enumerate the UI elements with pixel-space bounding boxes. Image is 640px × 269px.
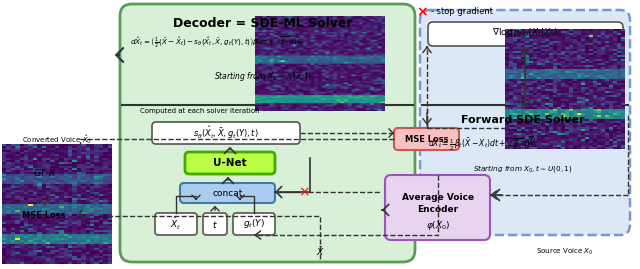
Text: Converted Voice $\hat{X}_0$: Converted Voice $\hat{X}_0$ <box>22 133 92 146</box>
Text: Encoder: Encoder <box>417 206 459 214</box>
Text: $\hat{X}_t$: $\hat{X}_t$ <box>170 216 182 232</box>
Text: Source Voice $X_0$: Source Voice $X_0$ <box>536 247 594 257</box>
Text: Starting from $\hat{X}_1 \sim \mathcal{N}(\bar{X}, \mathbf{I})$: Starting from $\hat{X}_1 \sim \mathcal{N… <box>214 68 312 84</box>
FancyBboxPatch shape <box>185 152 275 174</box>
Text: $s_\theta(\hat{X}_t, \bar{X}, g_t(Y), t)$: $s_\theta(\hat{X}_t, \bar{X}, g_t(Y), t)… <box>193 125 259 141</box>
Text: $\varphi(X_0)$: $\varphi(X_0)$ <box>426 220 451 232</box>
FancyBboxPatch shape <box>10 205 78 227</box>
Text: $\times$: $\times$ <box>298 185 310 199</box>
FancyBboxPatch shape <box>420 10 630 235</box>
FancyBboxPatch shape <box>15 162 75 184</box>
Text: $\nabla \log p_{t|0}(X_t|X_0)$: $\nabla \log p_{t|0}(X_t|X_0)$ <box>492 27 558 41</box>
FancyBboxPatch shape <box>428 22 623 46</box>
FancyBboxPatch shape <box>152 122 300 144</box>
FancyBboxPatch shape <box>120 4 415 262</box>
FancyBboxPatch shape <box>180 183 275 203</box>
Text: $d\hat{X}_t = \left(\frac{1}{2}(\bar{X}-\hat{X}_t) - s_\theta(\hat{X}_t,\bar{X},: $d\hat{X}_t = \left(\frac{1}{2}(\bar{X}-… <box>130 35 305 50</box>
FancyBboxPatch shape <box>155 213 197 235</box>
FancyBboxPatch shape <box>385 175 490 240</box>
Text: Computed at each solver iteration: Computed at each solver iteration <box>140 108 260 114</box>
FancyBboxPatch shape <box>394 128 459 150</box>
Text: GT $\bar{X}$: GT $\bar{X}$ <box>33 167 57 179</box>
Text: Starting from $X_0, t \sim U(0,1)$: Starting from $X_0, t \sim U(0,1)$ <box>473 163 573 174</box>
Text: $dX_t = \frac{1}{2}\beta_t(\bar{X}-X_t)dt + \sqrt{\beta_t}d\overrightarrow{W}_t$: $dX_t = \frac{1}{2}\beta_t(\bar{X}-X_t)d… <box>428 134 538 153</box>
Text: Decoder = SDE-ML Solver: Decoder = SDE-ML Solver <box>173 17 353 30</box>
Text: $t$: $t$ <box>212 218 218 229</box>
Text: $g_t(Y)$: $g_t(Y)$ <box>243 218 265 231</box>
Text: $\bar{X}$: $\bar{X}$ <box>316 245 324 258</box>
Text: Average Voice: Average Voice <box>402 193 474 201</box>
Text: MSE Loss: MSE Loss <box>22 211 66 221</box>
Text: - stop gradient: - stop gradient <box>431 8 493 16</box>
Text: Forward SDE Solver: Forward SDE Solver <box>461 115 585 125</box>
Text: $\mathbf{\times}$: $\mathbf{\times}$ <box>416 5 428 19</box>
Text: U-Net: U-Net <box>213 158 247 168</box>
FancyBboxPatch shape <box>203 213 227 235</box>
Text: concat: concat <box>213 189 243 197</box>
FancyBboxPatch shape <box>233 213 275 235</box>
Text: MSE Loss: MSE Loss <box>405 134 449 143</box>
